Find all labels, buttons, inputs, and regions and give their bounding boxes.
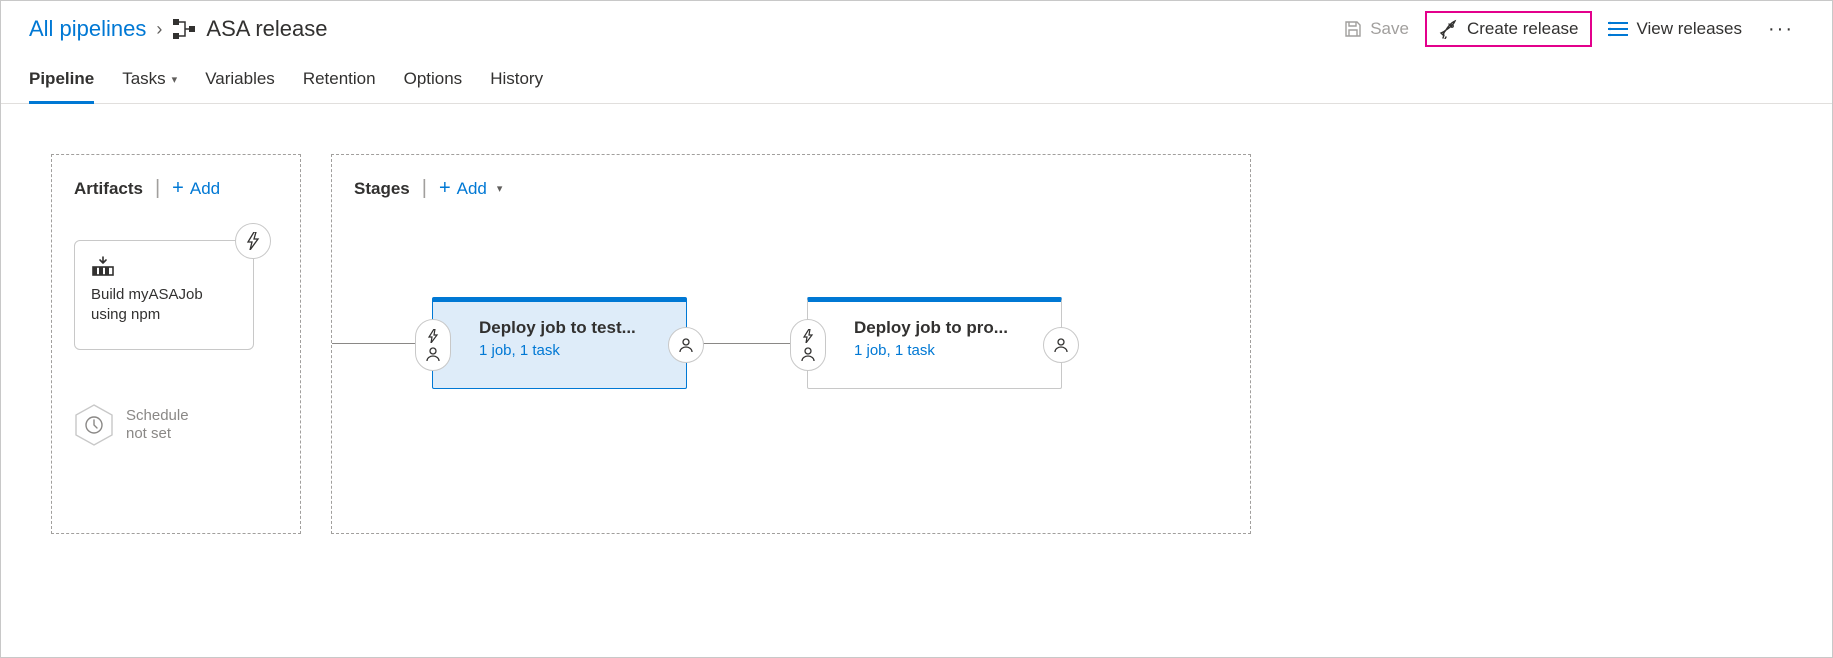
artifacts-label: Artifacts: [74, 179, 143, 199]
plus-icon: +: [172, 177, 184, 200]
person-icon: [801, 347, 815, 361]
add-artifact-button[interactable]: + Add: [172, 177, 220, 200]
list-icon: [1608, 21, 1628, 37]
chevron-right-icon: ›: [156, 19, 162, 40]
schedule-line1: Schedule: [126, 407, 189, 425]
tab-variables[interactable]: Variables: [205, 69, 275, 104]
view-releases-button[interactable]: View releases: [1596, 13, 1754, 45]
build-source-icon: [91, 255, 237, 277]
page-title: ASA release: [206, 16, 327, 42]
tab-tasks[interactable]: Tasks ▾: [122, 69, 177, 104]
create-release-button[interactable]: Create release: [1425, 11, 1593, 47]
save-icon: [1344, 20, 1362, 38]
add-stage-button[interactable]: + Add ▾: [439, 177, 502, 200]
header-actions: Save Create release View releases ···: [1332, 11, 1804, 47]
stage-title: Deploy job to pro...: [854, 318, 1021, 338]
tab-pipeline[interactable]: Pipeline: [29, 69, 94, 104]
artifact-name: Build myASAJob using npm: [91, 285, 237, 324]
view-releases-label: View releases: [1636, 19, 1742, 39]
schedule-block[interactable]: Schedule not set: [74, 405, 278, 445]
schedule-line2: not set: [126, 425, 189, 443]
person-icon: [1054, 338, 1068, 352]
add-artifact-label: Add: [190, 179, 220, 199]
more-button[interactable]: ···: [1758, 14, 1804, 45]
schedule-hexagon-icon: [74, 405, 114, 445]
lightning-icon: [427, 329, 439, 343]
stage-card[interactable]: Deploy job to test... 1 job, 1 task: [432, 297, 687, 389]
stage-subtitle[interactable]: 1 job, 1 task: [479, 342, 646, 359]
lightning-icon: [802, 329, 814, 343]
pre-deployment-badge[interactable]: [415, 319, 451, 371]
person-icon: [679, 338, 693, 352]
pre-deployment-badge[interactable]: [790, 319, 826, 371]
save-button: Save: [1332, 13, 1421, 45]
tab-options[interactable]: Options: [404, 69, 463, 104]
chevron-down-icon: ▾: [172, 73, 178, 86]
tab-bar: Pipeline Tasks ▾ Variables Retention Opt…: [1, 51, 1832, 104]
person-icon: [426, 347, 440, 361]
breadcrumb: All pipelines › ASA release: [29, 16, 327, 42]
connector-line: [687, 343, 807, 344]
pipeline-icon: [172, 17, 196, 41]
chevron-down-icon: ▾: [497, 182, 503, 195]
trigger-badge[interactable]: [235, 223, 271, 259]
stage-title: Deploy job to test...: [479, 318, 646, 338]
post-deployment-badge[interactable]: [668, 327, 704, 363]
rocket-icon: [1439, 19, 1459, 39]
tab-retention[interactable]: Retention: [303, 69, 376, 104]
breadcrumb-root-link[interactable]: All pipelines: [29, 16, 146, 42]
artifact-card[interactable]: Build myASAJob using npm: [74, 240, 254, 350]
tab-tasks-label: Tasks: [122, 69, 165, 89]
stages-flow: Deploy job to test... 1 job, 1 task Depl…: [432, 297, 1062, 389]
plus-icon: +: [439, 177, 451, 200]
divider: |: [422, 177, 427, 200]
tab-history[interactable]: History: [490, 69, 543, 104]
divider: |: [155, 177, 160, 200]
create-release-label: Create release: [1467, 19, 1579, 39]
artifacts-panel: Artifacts | + Add Build myASAJob usin: [51, 154, 301, 534]
schedule-text: Schedule not set: [126, 407, 189, 443]
lightning-icon: [246, 232, 260, 250]
stage-subtitle[interactable]: 1 job, 1 task: [854, 342, 1021, 359]
post-deployment-badge[interactable]: [1043, 327, 1079, 363]
save-label: Save: [1370, 19, 1409, 39]
stage-card[interactable]: Deploy job to pro... 1 job, 1 task: [807, 297, 1062, 389]
add-stage-label: Add: [457, 179, 487, 199]
stages-label: Stages: [354, 179, 410, 199]
stages-panel: Stages | + Add ▾ Deploy job to test... 1…: [331, 154, 1251, 534]
